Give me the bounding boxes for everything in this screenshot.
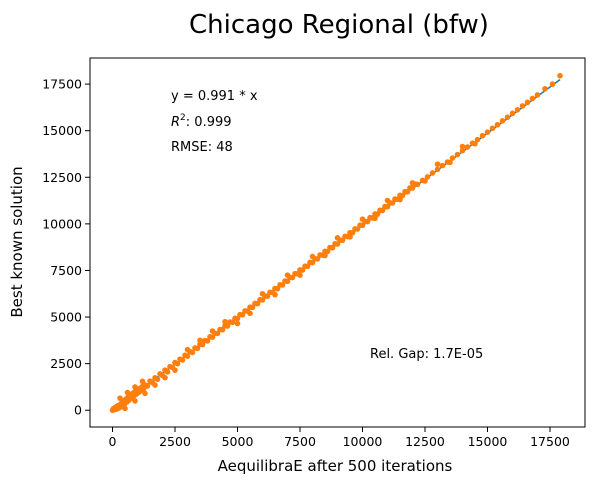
- scatter-point: [504, 114, 511, 121]
- scatter-point: [132, 398, 138, 404]
- scatter-point: [234, 320, 241, 327]
- scatter-point: [449, 155, 456, 161]
- scatter-point: [152, 382, 158, 388]
- scatter-point: [454, 151, 461, 158]
- scatter-point: [179, 357, 186, 363]
- scatter-point: [484, 129, 491, 135]
- scatter-point: [189, 349, 196, 356]
- scatter-point: [322, 252, 328, 259]
- scatter-point: [542, 85, 548, 92]
- x-axis-label: AequilibraE after 500 iterations: [218, 457, 453, 475]
- scatter-point: [247, 310, 253, 317]
- annotation-rmse: RMSE: 48: [171, 140, 233, 155]
- scatter-point: [297, 272, 303, 278]
- scatter-point: [429, 170, 436, 176]
- scatter-point: [204, 338, 211, 344]
- scatter-point: [447, 159, 453, 166]
- scatter-point: [422, 178, 428, 184]
- scatter-point: [164, 369, 171, 375]
- scatter-point: [174, 360, 181, 367]
- scatter-point: [359, 216, 366, 223]
- scatter-point: [409, 180, 416, 186]
- scatter-point: [459, 147, 466, 154]
- scatter-point: [144, 383, 151, 389]
- scatter-point: [557, 72, 563, 79]
- scatter-point: [549, 81, 556, 87]
- y-tick-label: 5000: [50, 310, 82, 325]
- scatter-point: [132, 384, 138, 390]
- annotation-rel-gap: Rel. Gap: 1.7E-05: [370, 347, 483, 362]
- y-axis-label: Best known solution: [8, 166, 26, 317]
- y-tick-label: 10000: [42, 216, 82, 231]
- scatter-point: [464, 144, 471, 150]
- annotation-r2-value: : 0.999: [186, 115, 232, 130]
- y-tick-label: 12500: [42, 170, 82, 185]
- scatter-point: [139, 378, 146, 385]
- x-tick-label: 12500: [405, 434, 445, 449]
- scatter-point: [222, 318, 228, 325]
- scatter-point: [124, 389, 131, 396]
- scatter-point: [414, 181, 421, 188]
- chart-title: Chicago Regional (bfw): [189, 10, 489, 40]
- scatter-point: [199, 341, 206, 348]
- tick-layer: 0 2500 5000 7500 10000 12500 15000 17500 0 2500 50…: [42, 77, 570, 449]
- scatter-point: [172, 367, 178, 373]
- scatter-point: [424, 174, 431, 180]
- annotation-r2: R2: 0.999: [171, 113, 232, 130]
- scatter-point: [472, 140, 478, 147]
- scatter-point: [434, 161, 441, 168]
- scatter-point: [439, 162, 446, 169]
- scatter-point: [514, 107, 521, 113]
- scatter-point: [494, 121, 501, 128]
- scatter-point: [162, 374, 168, 381]
- scatter-point: [434, 166, 441, 173]
- scatter-point: [209, 328, 216, 334]
- scatter-point: [142, 390, 148, 397]
- scatter-point: [309, 253, 316, 260]
- scatter-point: [397, 196, 403, 203]
- scatter-point: [117, 395, 123, 401]
- scatter-point: [534, 92, 541, 98]
- x-tick-label: 10000: [343, 434, 383, 449]
- plot-layer: [109, 72, 563, 414]
- x-tick-label: 0: [109, 434, 117, 449]
- x-tick-label: 17500: [530, 434, 570, 449]
- y-tick-label: 15000: [42, 123, 82, 138]
- plot-frame: [89, 57, 586, 428]
- y-tick-label: 0: [74, 403, 82, 418]
- x-tick-label: 2500: [159, 434, 191, 449]
- scatter-point: [184, 353, 191, 359]
- scatter-point: [284, 272, 291, 278]
- scatter-point: [154, 376, 161, 383]
- scatter-point: [122, 405, 128, 412]
- scatter-point: [479, 132, 486, 139]
- scatter-point: [499, 118, 506, 124]
- scatter-point: [194, 345, 201, 352]
- scatter-point: [347, 234, 353, 240]
- y-tick-label: 2500: [50, 356, 82, 371]
- scatter-point: [184, 346, 191, 353]
- scatter-point: [474, 136, 481, 143]
- annotation-r2-symbol: R: [171, 115, 180, 130]
- x-tick-label: 7500: [284, 434, 316, 449]
- scatter-point: [489, 125, 496, 132]
- scatter-point: [509, 110, 516, 117]
- annotation-equation: y = 0.991 * x: [171, 89, 258, 104]
- scatter-point: [372, 215, 378, 222]
- scatter-point: [197, 337, 203, 344]
- scatter-point: [272, 291, 278, 298]
- scatter-point: [524, 99, 531, 106]
- y-tick-label: 17500: [42, 77, 82, 92]
- y-tick-label: 7500: [50, 263, 82, 278]
- scatter-point: [529, 95, 536, 102]
- scatter-point: [519, 103, 526, 109]
- scatter-point: [459, 143, 466, 150]
- x-tick-label: 5000: [222, 434, 254, 449]
- scatter-point: [334, 235, 341, 241]
- scatter-point: [384, 197, 391, 204]
- x-tick-label: 15000: [468, 434, 508, 449]
- scatter-point: [259, 290, 266, 297]
